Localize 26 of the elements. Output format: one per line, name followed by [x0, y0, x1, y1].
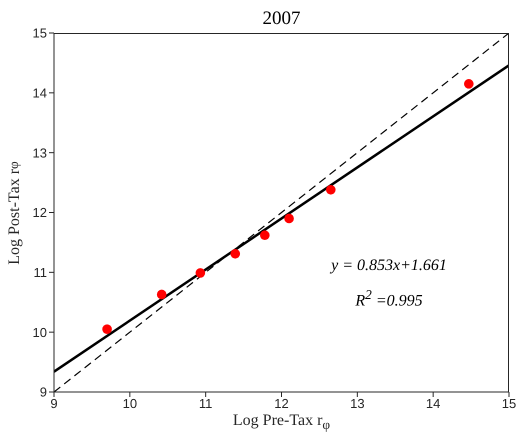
x-tick-label: 9 — [50, 396, 58, 412]
x-tick-label: 14 — [426, 396, 440, 412]
point — [326, 184, 336, 195]
x-axis-title: Log Pre-Tax r$_{φ}$ — [232, 412, 332, 434]
point — [260, 230, 270, 240]
y-tick-label: 11 — [34, 264, 47, 280]
y-tick-label: 15 — [32, 26, 47, 41]
chart-title: 2007 — [262, 8, 302, 30]
y-tick-label: 10 — [32, 324, 47, 340]
point — [156, 290, 166, 300]
point — [196, 268, 206, 278]
annotation: y = 0.853x+1.661 — [328, 257, 448, 275]
point — [102, 324, 112, 334]
y-tick-label: 9 — [40, 384, 47, 400]
x-tick-label: 12 — [274, 396, 289, 412]
y-tick-label: 12 — [32, 205, 47, 220]
x-tick-label: 10 — [122, 396, 138, 412]
x-tick-label: 11 — [198, 396, 212, 412]
x-tick-label: 15 — [502, 396, 516, 412]
y-tick-label: 14 — [32, 85, 47, 100]
point — [230, 248, 240, 259]
point — [464, 79, 474, 89]
x-tick-label: 13 — [350, 396, 365, 412]
point — [284, 214, 294, 224]
annotation: R$^{2}$ =0.995 — [354, 287, 424, 310]
y-tick-label: 13 — [32, 145, 47, 160]
